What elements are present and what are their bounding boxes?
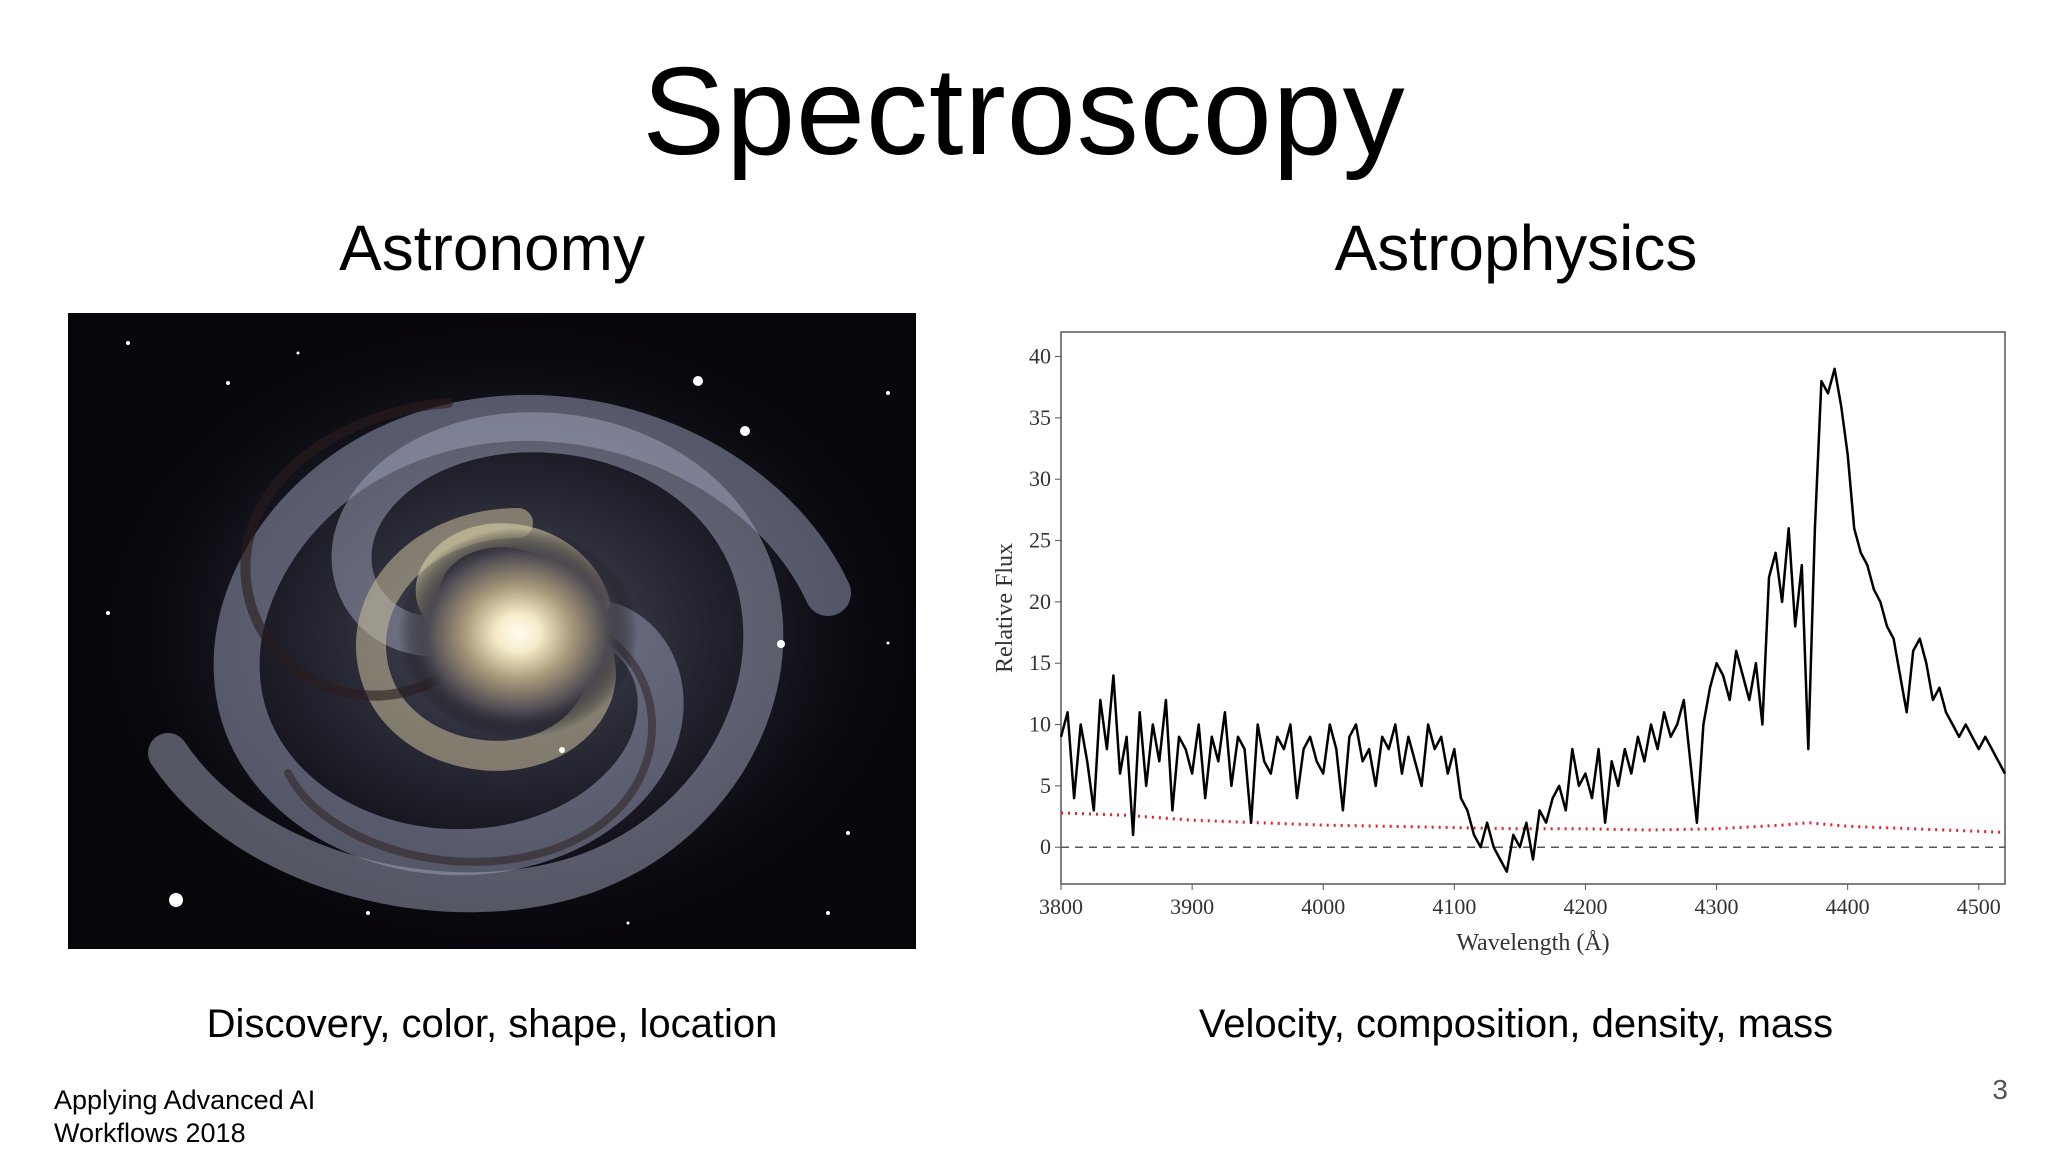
x-tick-label: 4400 bbox=[1826, 894, 1870, 919]
y-tick-label: 35 bbox=[1029, 405, 1051, 430]
astronomy-caption: Discovery, color, shape, location bbox=[206, 1002, 778, 1046]
y-tick-label: 40 bbox=[1029, 344, 1051, 369]
y-tick-label: 10 bbox=[1029, 712, 1051, 737]
slide-title: Spectroscopy bbox=[642, 43, 1406, 181]
x-axis-label: Wavelength (Å) bbox=[1456, 930, 1609, 956]
flux-series-line bbox=[1059, 367, 2007, 873]
footer-text: Applying Advanced AI Workflows 2018 bbox=[54, 1084, 315, 1150]
y-tick-label: 0 bbox=[1040, 834, 1051, 859]
x-tick-label: 4200 bbox=[1563, 894, 1607, 919]
x-tick-label: 4000 bbox=[1301, 894, 1345, 919]
spectrum-chart: 3800 3900 4000 4100 4200 4300 4400 4500 0 5 10 15 2… bbox=[980, 313, 2010, 973]
x-tick-label: 4100 bbox=[1432, 894, 1476, 919]
y-tick-label: 25 bbox=[1029, 528, 1051, 553]
error-series-line bbox=[1060, 811, 2006, 834]
footer-line-2: Workflows 2018 bbox=[54, 1118, 246, 1148]
x-tick-label: 3800 bbox=[1039, 894, 1083, 919]
plot-frame bbox=[1060, 331, 2006, 885]
y-tick-label: 30 bbox=[1029, 466, 1051, 491]
astronomy-heading: Astronomy bbox=[339, 212, 645, 284]
y-axis-label: Relative Flux bbox=[992, 543, 1018, 673]
x-tick-label: 3900 bbox=[1170, 894, 1214, 919]
page-number: 3 bbox=[1992, 1074, 2008, 1105]
y-axis-ticks: 0 5 10 15 20 25 30 35 40 bbox=[1029, 344, 1061, 859]
astrophysics-caption: Velocity, composition, density, mass bbox=[1198, 1002, 1834, 1046]
astrophysics-heading: Astrophysics bbox=[1334, 212, 1698, 284]
x-tick-label: 4500 bbox=[1957, 894, 2001, 919]
y-tick-label: 15 bbox=[1029, 650, 1051, 675]
y-tick-label: 5 bbox=[1040, 773, 1051, 798]
x-axis-ticks: 3800 3900 4000 4100 4200 4300 4400 4500 bbox=[1039, 884, 2001, 919]
x-tick-label: 4300 bbox=[1695, 894, 1739, 919]
y-tick-label: 20 bbox=[1029, 589, 1051, 614]
footer-line-1: Applying Advanced AI bbox=[54, 1085, 316, 1115]
spiral-galaxy-image bbox=[68, 313, 916, 949]
